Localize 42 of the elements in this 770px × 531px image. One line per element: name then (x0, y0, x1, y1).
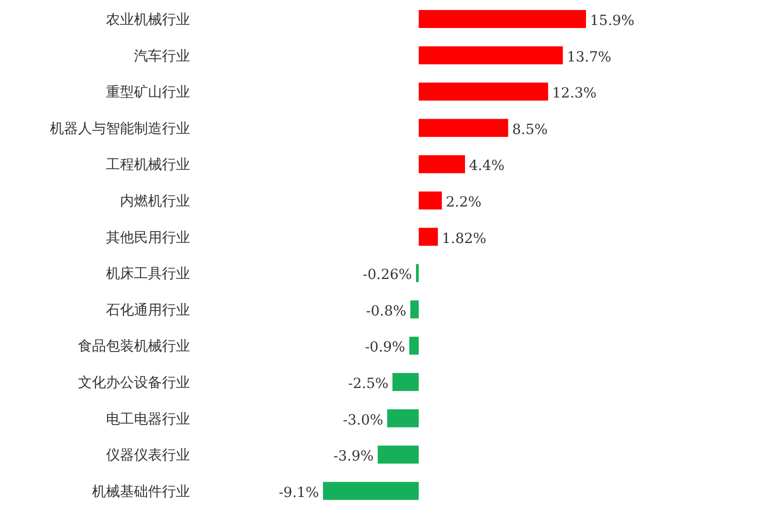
bar (409, 336, 419, 355)
bar (418, 10, 586, 28)
y-tick-label: 重型矿山行业 (106, 84, 190, 101)
y-tick-label: 汽车行业 (134, 48, 190, 64)
bar (416, 264, 419, 282)
bar (418, 192, 442, 210)
bar (418, 46, 563, 64)
y-tick-label: 仪器仪表行业 (106, 448, 190, 464)
bar (323, 482, 419, 500)
data-label: -0.8% (366, 303, 406, 320)
data-label: 4.4% (469, 158, 505, 174)
bar (392, 373, 419, 391)
data-label: 13.7% (566, 49, 612, 66)
data-label: 1.82% (442, 230, 486, 247)
y-tick-label: 农业机械行业 (106, 12, 190, 28)
y-tick-label: 电工电器行业 (106, 411, 190, 428)
data-label: 8.5% (512, 122, 548, 138)
bar (418, 155, 466, 174)
bar (418, 118, 508, 137)
data-label: -2.5% (348, 376, 388, 392)
data-label: -0.26% (362, 267, 412, 284)
y-tick-label: 机床工具行业 (106, 266, 190, 282)
y-tick-label: 文化办公设备行业 (78, 375, 190, 391)
data-label: -9.1% (278, 484, 319, 501)
data-label: -3.0% (342, 412, 384, 428)
data-label: 15.9% (590, 13, 634, 29)
y-tick-label: 食品包装机械行业 (78, 338, 190, 355)
y-tick-label: 机器人与智能制造行业 (50, 120, 190, 137)
data-label: -3.9% (333, 448, 374, 465)
y-tick-label: 其他民用行业 (106, 230, 190, 246)
data-label: 12.3% (552, 86, 597, 102)
bar (387, 409, 419, 428)
y-tick-label: 内燃机行业 (120, 194, 190, 210)
bar (418, 228, 438, 246)
data-label: 2.2% (446, 194, 482, 210)
bar (410, 300, 419, 318)
bar (378, 446, 419, 464)
y-tick-label: 机械基础件行业 (92, 484, 190, 500)
data-label: -0.9% (364, 340, 406, 356)
y-tick-label: 石化通用行业 (106, 302, 190, 318)
bar (418, 82, 548, 101)
y-tick-label: 工程机械行业 (106, 157, 190, 174)
